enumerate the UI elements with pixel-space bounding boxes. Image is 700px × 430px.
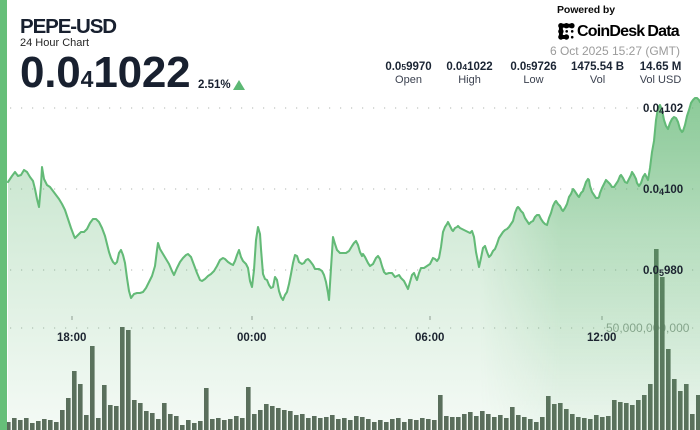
svg-text:18:00: 18:00 — [57, 332, 86, 344]
svg-text:0.05980: 0.05980 — [643, 265, 683, 278]
svg-text:12:00: 12:00 — [587, 332, 616, 344]
svg-text:06:00: 06:00 — [415, 332, 444, 344]
svg-text:0.04102: 0.04102 — [643, 103, 683, 116]
svg-text:0.04100: 0.04100 — [643, 184, 683, 197]
svg-text:00:00: 00:00 — [237, 332, 266, 344]
